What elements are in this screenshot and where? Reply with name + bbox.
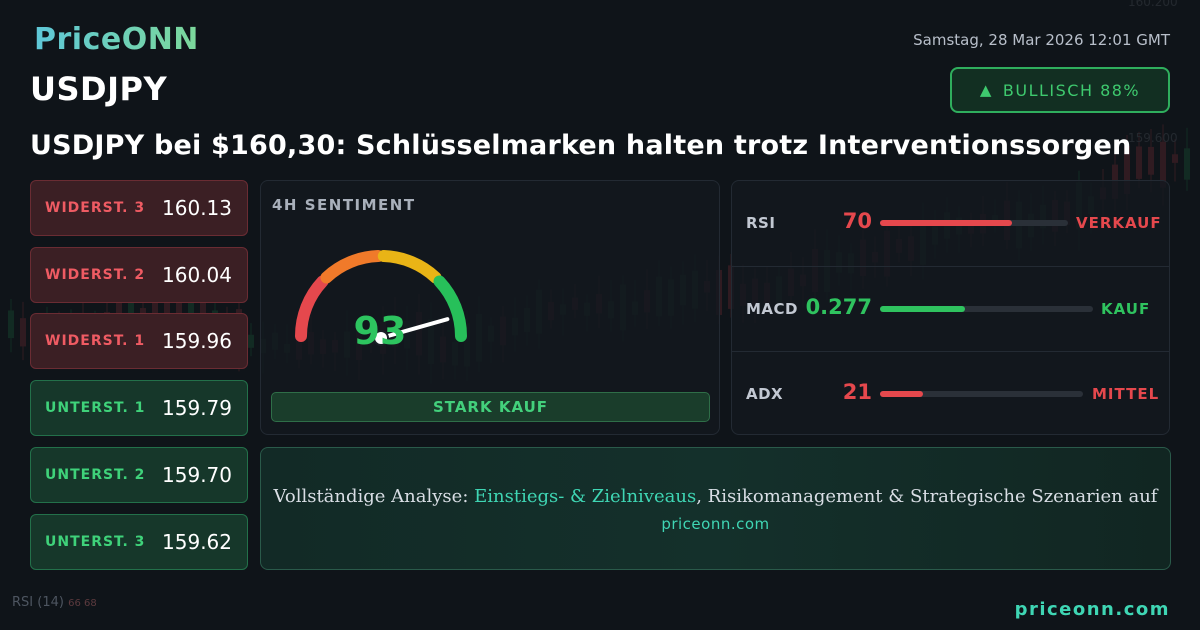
indicator-bar-fill xyxy=(880,391,923,397)
indicator-signal: MITTEL xyxy=(1092,385,1160,403)
verdict-badge: STARK KAUF xyxy=(271,392,710,422)
indicator-bar-fill xyxy=(880,220,1012,226)
support-level-3: UNTERST. 3 159.62 xyxy=(30,514,248,570)
level-value: 160.13 xyxy=(162,196,232,220)
background-candle xyxy=(8,310,14,339)
background-price-label: 159.600 xyxy=(1128,131,1178,145)
background-price-label: 160.200 xyxy=(1128,0,1178,9)
gauge-arc-segment xyxy=(433,275,467,342)
sentiment-card: 4H SENTIMENT 93 STARK KAUF xyxy=(260,180,720,435)
level-label: UNTERST. 1 xyxy=(45,400,146,416)
indicator-value: 70 xyxy=(842,209,872,233)
gauge-arc-segment xyxy=(295,275,329,342)
indicator-value: 21 xyxy=(842,380,872,404)
indicator-row-rsi: RSI 70 VERKAUF xyxy=(732,181,1169,266)
bias-label: BULLISCH 88% xyxy=(1002,80,1141,100)
indicators-card: RSI 70 VERKAUF MACD 0.277 KAUF ADX 21 MI… xyxy=(731,180,1170,435)
rsi-period: (14) xyxy=(37,595,64,610)
indicator-signal: VERKAUF xyxy=(1076,214,1162,232)
cta-text: Vollständige Analyse: Einstiegs- & Zieln… xyxy=(261,486,1170,507)
footer-site-link[interactable]: priceonn.com xyxy=(1014,599,1170,620)
level-value: 159.70 xyxy=(162,463,232,487)
level-value: 159.96 xyxy=(162,329,232,353)
rsi-values: 66 68 xyxy=(68,598,97,609)
resistance-level-2: WIDERST. 2 160.04 xyxy=(30,247,248,303)
background-candle xyxy=(248,334,254,348)
bias-badge: ▲ BULLISCH 88% xyxy=(950,67,1170,113)
background-candle xyxy=(1136,146,1142,179)
footer-rsi-label: RSI (14) 66 68 xyxy=(12,595,97,610)
indicator-bar-fill xyxy=(880,306,966,312)
resistance-level-3: WIDERST. 3 160.13 xyxy=(30,180,248,236)
level-label: WIDERST. 2 xyxy=(45,267,146,283)
background-candle xyxy=(1172,154,1178,163)
level-value: 160.04 xyxy=(162,263,232,287)
analysis-cta[interactable]: Vollständige Analyse: Einstiegs- & Zieln… xyxy=(260,447,1171,570)
gauge-needle xyxy=(379,317,450,340)
gauge-arc-segment xyxy=(377,250,442,284)
level-value: 159.79 xyxy=(162,396,232,420)
indicator-row-macd: MACD 0.277 KAUF xyxy=(732,266,1169,351)
cta-highlight: Einstiegs- & Zielniveaus xyxy=(474,486,697,507)
headline: USDJPY bei $160,30: Schlüsselmarken halt… xyxy=(30,130,1132,161)
symbol-title: USDJPY xyxy=(30,70,168,108)
level-label: WIDERST. 1 xyxy=(45,333,146,349)
resistance-level-1: WIDERST. 1 159.96 xyxy=(30,313,248,369)
level-label: UNTERST. 3 xyxy=(45,534,146,550)
sentiment-gauge xyxy=(295,250,467,346)
indicator-bar-track xyxy=(880,306,1093,312)
indicator-signal: KAUF xyxy=(1101,300,1151,318)
indicator-row-adx: ADX 21 MITTEL xyxy=(732,351,1169,436)
sentiment-score: 93 xyxy=(353,309,407,353)
sentiment-title: 4H SENTIMENT xyxy=(272,196,416,214)
indicator-bar-track xyxy=(880,391,1083,397)
cta-suffix: , Risikomanagement & Strategische Szenar… xyxy=(696,486,1158,507)
gauge-arc-segment xyxy=(320,250,385,284)
background-candle xyxy=(176,292,182,330)
indicator-value: 0.277 xyxy=(805,295,872,319)
support-level-2: UNTERST. 2 159.70 xyxy=(30,447,248,503)
level-value: 159.62 xyxy=(162,530,232,554)
background-candle xyxy=(1124,146,1130,195)
background-candle xyxy=(1184,148,1190,180)
indicator-name: RSI xyxy=(746,214,776,232)
timestamp: Samstag, 28 Mar 2026 12:01 GMT xyxy=(913,31,1170,49)
level-label: WIDERST. 3 xyxy=(45,200,146,216)
indicator-name: MACD xyxy=(746,300,798,318)
background-candle xyxy=(1160,141,1166,188)
priceonn-logo[interactable]: PriceONN xyxy=(34,22,199,57)
cta-site-link[interactable]: priceonn.com xyxy=(661,515,770,533)
background-candle xyxy=(1148,146,1154,175)
indicator-bar-track xyxy=(880,220,1068,226)
gauge-hub xyxy=(373,330,389,346)
indicator-name: ADX xyxy=(746,385,784,403)
background-candle xyxy=(20,318,26,347)
triangle-up-icon: ▲ xyxy=(979,81,993,99)
support-level-1: UNTERST. 1 159.79 xyxy=(30,380,248,436)
cta-prefix: Vollständige Analyse: xyxy=(273,486,475,507)
level-label: UNTERST. 2 xyxy=(45,467,146,483)
rsi-label: RSI xyxy=(12,595,34,610)
